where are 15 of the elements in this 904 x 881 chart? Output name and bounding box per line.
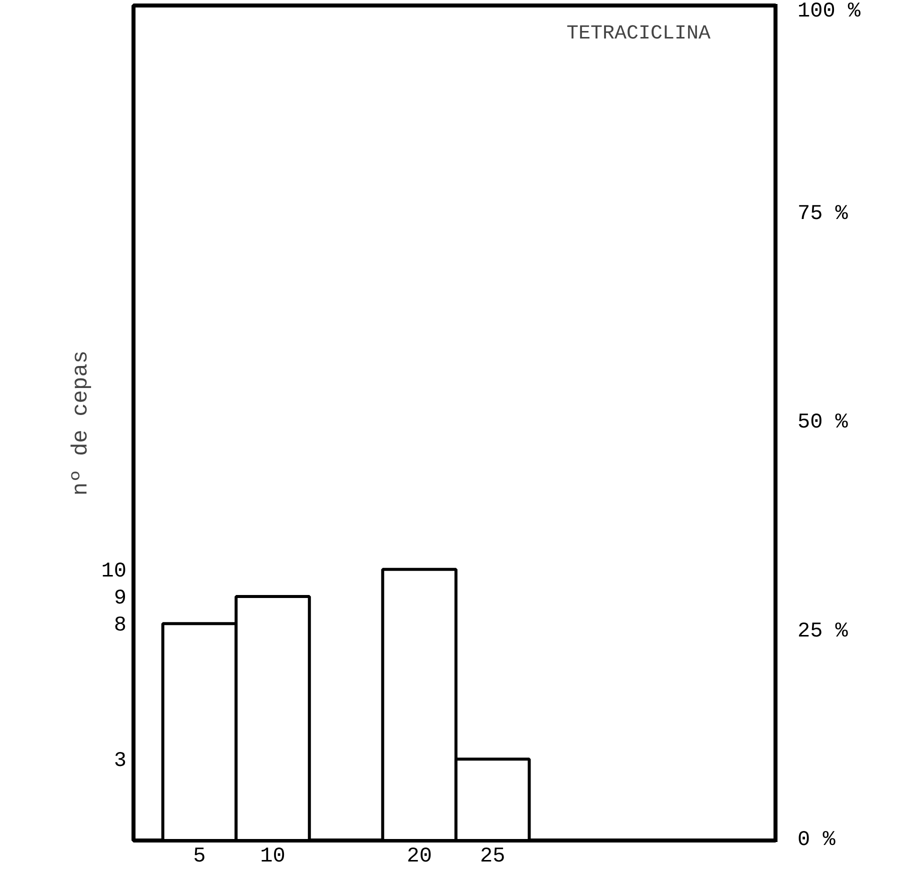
y2-tick-label: 75 % xyxy=(798,202,848,226)
x-tick-label: 25 xyxy=(480,846,506,868)
y-tick-label: 9 xyxy=(114,588,127,611)
y2-tick-label: 25 % xyxy=(798,620,848,644)
y-axis-title: nº de cepas xyxy=(68,350,94,496)
y2-tick-label: 0 % xyxy=(798,829,836,852)
x-tick-label: 5 xyxy=(193,846,206,868)
y2-tick-label: 100 % xyxy=(798,0,861,24)
y2-tick-label: 50 % xyxy=(798,412,848,434)
y-tick-label: 8 xyxy=(114,614,127,638)
x-tick-label: 20 xyxy=(406,846,432,868)
annotation: TETRACICLINA xyxy=(566,22,711,46)
x-tick-label: 10 xyxy=(260,846,286,868)
y-tick-label: 10 xyxy=(101,560,127,584)
y-tick-label: 3 xyxy=(114,750,127,774)
